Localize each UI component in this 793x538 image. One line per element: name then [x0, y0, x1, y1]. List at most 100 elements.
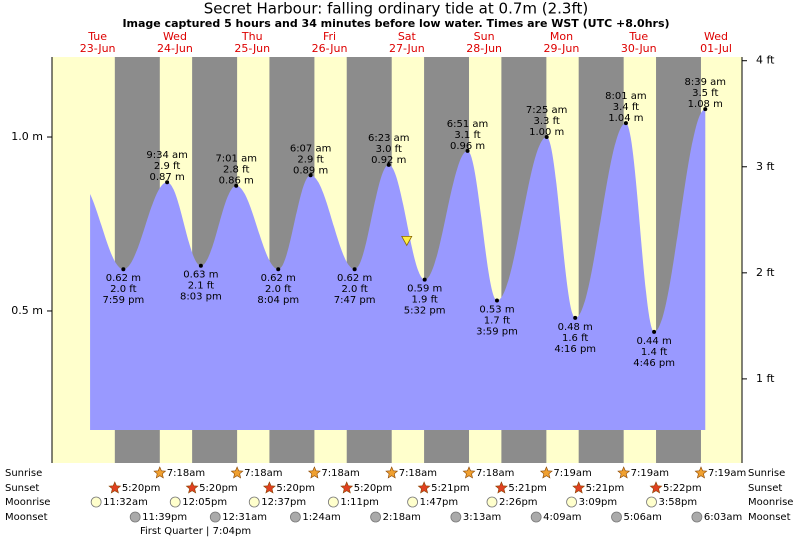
- moonrise-icon: [566, 496, 577, 508]
- row-label: Sunset: [5, 483, 39, 494]
- height-ft-label: 3.5 ft: [692, 88, 718, 99]
- height-m-label: 0.62 m: [337, 273, 372, 284]
- moonrise-time: 12:37pm: [261, 497, 306, 508]
- moonset-time: 6:03am: [704, 512, 742, 523]
- height-ft-label: 2.0 ft: [265, 284, 291, 295]
- moonset-icon: [370, 511, 382, 523]
- day-date: 30-Jun: [621, 42, 657, 55]
- sunset-time: 5:21pm: [431, 483, 470, 494]
- sunrise-icon: [694, 466, 708, 479]
- tide-extreme: [573, 315, 578, 320]
- day-name: Fri: [323, 30, 336, 43]
- sunrise-icon: [462, 466, 476, 479]
- height-m-label: 0.53 m: [479, 305, 514, 316]
- sunset-icon: [185, 481, 199, 494]
- moonset-time: 3:13am: [463, 512, 501, 523]
- height-ft-label: 3.1 ft: [454, 130, 480, 141]
- sunset-time: 5:20pm: [199, 483, 238, 494]
- tide-extreme: [198, 263, 203, 268]
- sunrise-icon: [307, 466, 321, 479]
- height-m-label: 0.59 m: [407, 284, 442, 295]
- sunset-time: 5:20pm: [354, 483, 393, 494]
- sunset-icon: [649, 481, 663, 494]
- moonrise-icon: [327, 496, 339, 508]
- sunrise-icon: [539, 466, 553, 479]
- time-label: 6:23 am: [368, 133, 410, 144]
- row-label: Sunset: [748, 483, 782, 494]
- sunrise-time: 7:18am: [167, 468, 205, 479]
- sunrise-time: 7:19am: [631, 468, 669, 479]
- height-ft-label: 1.7 ft: [484, 316, 510, 327]
- moonrise-time: 11:32am: [103, 497, 148, 508]
- height-ft-label: 1.6 ft: [562, 333, 588, 344]
- sunset-icon: [340, 481, 354, 494]
- time-label: 8:39 am: [685, 77, 727, 88]
- time-label: 6:07 am: [290, 143, 332, 154]
- time-label: 3:59 pm: [476, 327, 518, 338]
- sunrise-icon: [617, 466, 631, 479]
- tide-extreme: [276, 267, 281, 272]
- moonset-time: 12:31am: [222, 512, 267, 523]
- time-label: 9:34 am: [146, 150, 188, 161]
- sunset-time: 5:22pm: [663, 483, 702, 494]
- time-label: 5:32 pm: [404, 306, 446, 317]
- moonset-time: 11:39pm: [142, 512, 187, 523]
- day-name: Sat: [398, 30, 417, 43]
- height-ft-label: 3.0 ft: [376, 144, 402, 155]
- day-name: Wed: [163, 30, 187, 43]
- moonrise-time: 1:11pm: [340, 497, 379, 508]
- tide-extreme: [652, 329, 657, 334]
- moonrise-icon: [646, 496, 657, 508]
- tide-area: [90, 109, 706, 430]
- sunset-icon: [494, 481, 508, 494]
- height-m-label: 1.08 m: [688, 99, 723, 110]
- sunrise-time: 7:18am: [321, 468, 359, 479]
- time-label: 8:03 pm: [180, 292, 222, 303]
- height-ft-label: 2.9 ft: [154, 161, 180, 172]
- day-name: Sun: [474, 30, 495, 43]
- tide-extreme: [703, 107, 708, 112]
- height-m-label: 0.92 m: [371, 155, 406, 166]
- sunrise-icon: [153, 466, 167, 479]
- height-m-label: 0.96 m: [450, 141, 485, 152]
- day-date: 26-Jun: [312, 42, 348, 55]
- time-label: 6:51 am: [447, 119, 489, 130]
- height-ft-label: 2.0 ft: [110, 284, 136, 295]
- day-date: 27-Jun: [389, 42, 425, 55]
- sunrise-time: 7:18am: [244, 468, 282, 479]
- sunset-icon: [572, 481, 586, 494]
- height-ft-label: 2.0 ft: [341, 284, 367, 295]
- height-ft-label: 1.4 ft: [641, 347, 667, 358]
- height-m-label: 0.48 m: [558, 322, 593, 333]
- tide-extreme: [422, 277, 427, 282]
- moonrise-time: 2:26pm: [499, 497, 538, 508]
- moonset-time: 5:06am: [624, 512, 662, 523]
- tide-extreme: [165, 180, 170, 185]
- tide-extreme: [352, 267, 357, 272]
- sunset-time: 5:21pm: [508, 483, 547, 494]
- height-m-label: 0.86 m: [219, 176, 254, 187]
- height-ft-label: 1.9 ft: [411, 295, 437, 306]
- day-name: Wed: [704, 30, 728, 43]
- row-label: Sunrise: [748, 468, 785, 479]
- moonrise-time: 12:05pm: [182, 497, 227, 508]
- day-name: Mon: [550, 30, 573, 43]
- moon-phase: First Quarter | 7:04pm: [140, 526, 251, 537]
- height-m-label: 1.04 m: [608, 113, 643, 124]
- day-date: 28-Jun: [466, 42, 502, 55]
- tide-extreme: [623, 121, 628, 126]
- time-label: 7:01 am: [215, 154, 257, 165]
- chart-subtitle: Image captured 5 hours and 34 minutes be…: [122, 17, 669, 30]
- height-m-label: 1.00 m: [529, 127, 564, 138]
- time-label: 7:59 pm: [102, 295, 144, 306]
- row-label: Moonset: [5, 512, 48, 523]
- moonset-icon: [290, 511, 301, 523]
- moonrise-icon: [407, 496, 418, 508]
- moonrise-time: 3:58pm: [659, 497, 698, 508]
- row-label: Moonrise: [748, 497, 793, 508]
- height-m-label: 0.63 m: [183, 270, 218, 281]
- moonset-time: 1:24am: [302, 512, 340, 523]
- moonset-icon: [691, 511, 703, 523]
- tide-extreme: [544, 135, 549, 140]
